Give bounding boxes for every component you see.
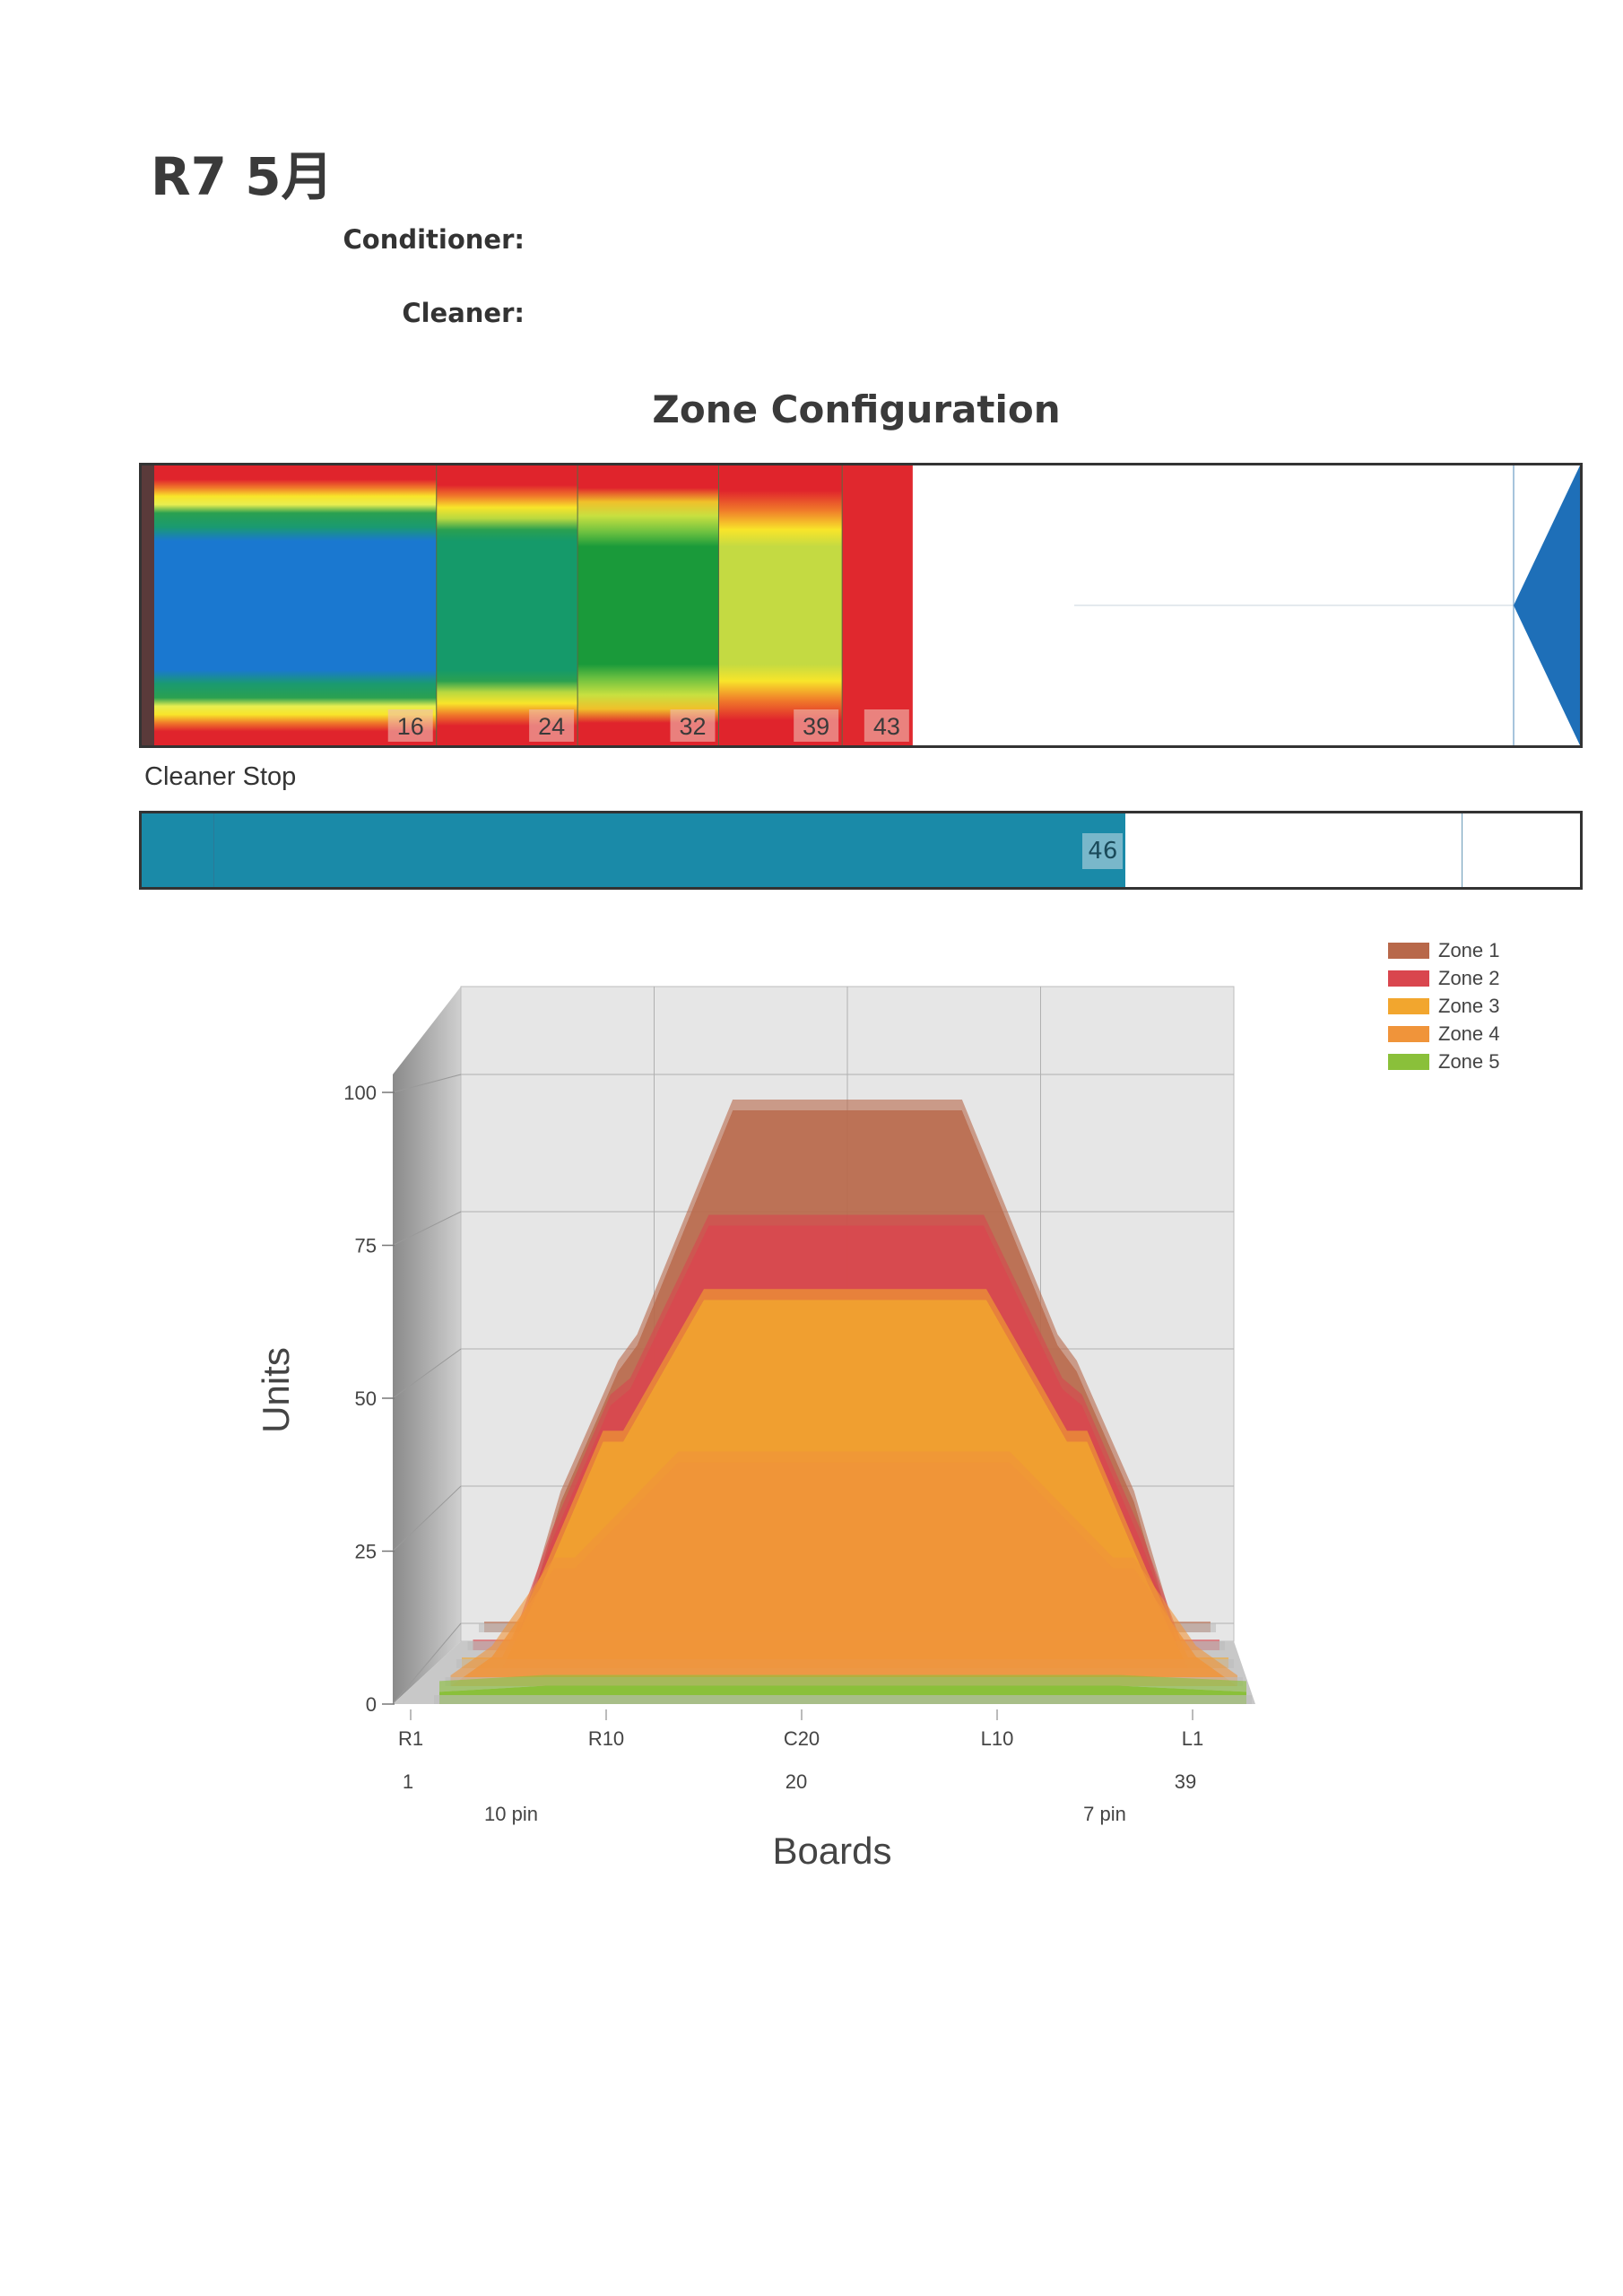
left-wall-grid-line <box>392 1348 462 1399</box>
x-axis-title: Boards <box>772 1830 891 1872</box>
legend-item: Zone 1 <box>1388 938 1500 963</box>
zone-segment-4 <box>718 465 843 745</box>
legend-item: Zone 2 <box>1388 966 1500 991</box>
legend-label: Zone 2 <box>1438 967 1500 990</box>
legend-swatch <box>1388 1054 1429 1071</box>
cleaner-stop-label: Cleaner Stop <box>144 762 297 791</box>
x-pin-label: 7 pin <box>1083 1803 1126 1825</box>
cleaner-stop-divider <box>213 813 214 887</box>
zone-pin-deck-triangle <box>1514 465 1580 745</box>
x-board-label: R10 <box>588 1727 624 1750</box>
zone-configuration-bar: 16 24 32 39 43 <box>139 463 1583 748</box>
zone-end-label: 32 <box>679 713 706 740</box>
y-tick-label: 0 <box>366 1693 377 1716</box>
cleaner-stop-bar: 46 <box>139 811 1583 890</box>
page-title: R7 5月 <box>151 146 334 207</box>
chart-left-wall <box>393 987 461 1704</box>
x-board-label: L1 <box>1182 1727 1203 1750</box>
series-floor-strip <box>434 1695 1252 1704</box>
zone-left-edge <box>142 465 154 745</box>
x-board-label: L10 <box>981 1727 1014 1750</box>
x-board-label: R1 <box>398 1727 423 1750</box>
y-tick-label: 100 <box>343 1082 377 1104</box>
x-pin-label: 10 pin <box>484 1803 538 1825</box>
series-top-3 <box>462 1289 1228 1668</box>
left-wall-grid-line <box>392 1074 462 1093</box>
y-tick-label: 75 <box>355 1235 377 1257</box>
zone-segment-3 <box>577 465 719 745</box>
y-tick-label: 25 <box>355 1541 377 1563</box>
cleaner-stop-fill <box>142 813 1126 887</box>
zone-segment-1 <box>154 465 437 745</box>
zone-end-label: 39 <box>803 713 829 740</box>
x-board-number: 20 <box>785 1770 807 1793</box>
y-tick-label: 50 <box>355 1387 377 1410</box>
left-wall-grid-line <box>392 1211 462 1246</box>
legend-swatch <box>1388 970 1429 987</box>
legend-swatch <box>1388 943 1429 960</box>
zone-configuration-graphic: 16 24 32 39 43 <box>142 465 1580 745</box>
x-board-number: 1 <box>403 1770 413 1793</box>
zone-end-label-bg <box>670 709 716 742</box>
zone-end-label-bg <box>387 709 433 742</box>
legend-item: Zone 3 <box>1388 994 1500 1019</box>
x-board-label: C20 <box>784 1727 820 1750</box>
zone-end-label: 43 <box>873 713 900 740</box>
legend-label: Zone 5 <box>1438 1050 1500 1074</box>
cleaner-stop-value: 46 <box>1082 833 1124 869</box>
legend-label: Zone 1 <box>1438 939 1500 962</box>
zone-segment-5 <box>842 465 913 745</box>
zone-end-label-bg <box>864 709 909 742</box>
cleaner-label: Cleaner: <box>402 298 525 328</box>
y-axis-title: Units <box>255 1347 297 1433</box>
legend-item: Zone 4 <box>1388 1022 1500 1047</box>
zone-end-label-bg <box>529 709 575 742</box>
legend-swatch <box>1388 998 1429 1015</box>
zone-configuration-title: Zone Configuration <box>652 387 1061 431</box>
series-area-4 <box>450 1462 1237 1686</box>
legend-item: Zone 5 <box>1388 1049 1500 1074</box>
x-board-number: 39 <box>1175 1770 1196 1793</box>
series-top-2 <box>473 1214 1219 1650</box>
zone-end-label-bg <box>794 709 839 742</box>
legend-swatch <box>1388 1026 1429 1043</box>
zone-end-label: 16 <box>397 713 424 740</box>
series-top-5 <box>439 1674 1246 1692</box>
left-wall-grid-line <box>392 1622 462 1705</box>
left-wall-grid-line <box>392 1485 462 1552</box>
legend-label: Zone 4 <box>1438 1022 1500 1046</box>
zone-segment-2 <box>436 465 578 745</box>
conditioner-label: Conditioner: <box>343 224 525 255</box>
zone-chart: 0 25 50 75 100 R1 R10 C20 L10 L1 1 20 39 10 pin 7 pin… <box>255 986 1255 1872</box>
legend-label: Zone 3 <box>1438 995 1500 1018</box>
zone-end-label: 24 <box>538 713 565 740</box>
